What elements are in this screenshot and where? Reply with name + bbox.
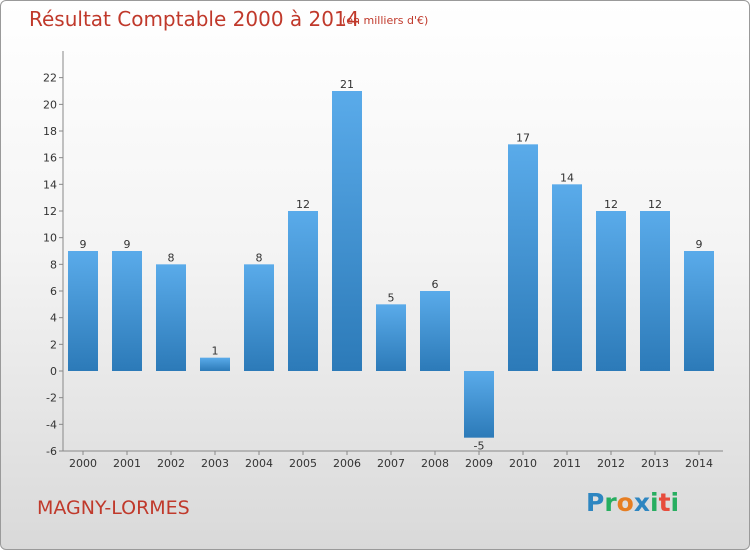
y-tick-label: 16	[43, 152, 57, 165]
y-tick-label: -2	[46, 392, 57, 405]
x-tick-label: 2000	[69, 457, 97, 470]
bar	[112, 251, 142, 371]
bar-value-label: 17	[516, 131, 530, 144]
y-tick-label: 18	[43, 125, 57, 138]
bar-value-label: 12	[648, 198, 662, 211]
location-name: MAGNY-LORMES	[37, 497, 190, 519]
bar	[552, 184, 582, 371]
bar	[640, 211, 670, 371]
y-tick-label: -4	[46, 418, 57, 431]
bar	[420, 291, 450, 371]
bar-value-label: 9	[696, 238, 703, 251]
logo-letter: r	[604, 488, 617, 517]
x-tick-label: 2001	[113, 457, 141, 470]
y-tick-label: 8	[50, 258, 57, 271]
proxiti-logo[interactable]: Proxiti	[586, 488, 679, 517]
bar-value-label: -5	[474, 440, 485, 453]
x-tick-label: 2014	[685, 457, 713, 470]
y-tick-label: 6	[50, 285, 57, 298]
logo-letter: i	[650, 488, 659, 517]
logo-letter: t	[658, 488, 671, 517]
bar	[244, 264, 274, 371]
bar	[156, 264, 186, 371]
bar	[200, 357, 230, 371]
bar-value-label: 8	[256, 251, 263, 264]
bar-value-label: 8	[168, 251, 175, 264]
y-tick-label: 22	[43, 72, 57, 85]
x-tick-label: 2007	[377, 457, 405, 470]
chart-data-labels: 9 9 8 1 8 12 21 5 6 -5 17 14 12 12 9	[80, 78, 703, 453]
y-tick-label: 2	[50, 338, 57, 351]
y-tick-label: 4	[50, 312, 57, 325]
bar	[288, 211, 318, 371]
x-tick-label: 2012	[597, 457, 625, 470]
x-tick-label: 2011	[553, 457, 581, 470]
x-tick-label: 2013	[641, 457, 669, 470]
bar-value-label: 9	[80, 238, 87, 251]
y-tick-label: 0	[50, 365, 57, 378]
bar-value-label: 21	[340, 78, 354, 91]
bar	[596, 211, 626, 371]
chart-bars	[68, 91, 714, 438]
x-tick-label: 2005	[289, 457, 317, 470]
x-tick-label: 2010	[509, 457, 537, 470]
y-tick-label: -6	[46, 445, 57, 458]
x-tick-label: 2006	[333, 457, 361, 470]
bar	[376, 304, 406, 371]
x-tick-label: 2004	[245, 457, 273, 470]
bar	[68, 251, 98, 371]
x-tick-label: 2009	[465, 457, 493, 470]
bar-value-label: 12	[296, 198, 310, 211]
logo-letter: o	[616, 488, 634, 517]
chart-subtitle: (en milliers d'€)	[342, 14, 429, 27]
bar	[332, 91, 362, 371]
bar	[684, 251, 714, 371]
y-tick-label: 20	[43, 98, 57, 111]
logo-letter: x	[633, 488, 650, 517]
y-tick-label: 14	[43, 178, 57, 191]
bar-value-label: 14	[560, 171, 574, 184]
x-tick-label: 2008	[421, 457, 449, 470]
bar	[464, 371, 494, 438]
bar-value-label: 5	[388, 291, 395, 304]
chart-title: Résultat Comptable 2000 à 2014	[29, 7, 360, 31]
logo-letter: i	[670, 488, 680, 517]
bar-value-label: 9	[124, 238, 131, 251]
y-tick-label: 12	[43, 205, 57, 218]
x-tick-label: 2003	[201, 457, 229, 470]
bar-value-label: 12	[604, 198, 618, 211]
x-tick-label: 2002	[157, 457, 185, 470]
logo-letter: P	[586, 488, 605, 517]
bar-value-label: 6	[432, 278, 439, 291]
y-tick-label: 10	[43, 232, 57, 245]
bar-value-label: 1	[212, 345, 219, 358]
bar	[508, 144, 538, 371]
